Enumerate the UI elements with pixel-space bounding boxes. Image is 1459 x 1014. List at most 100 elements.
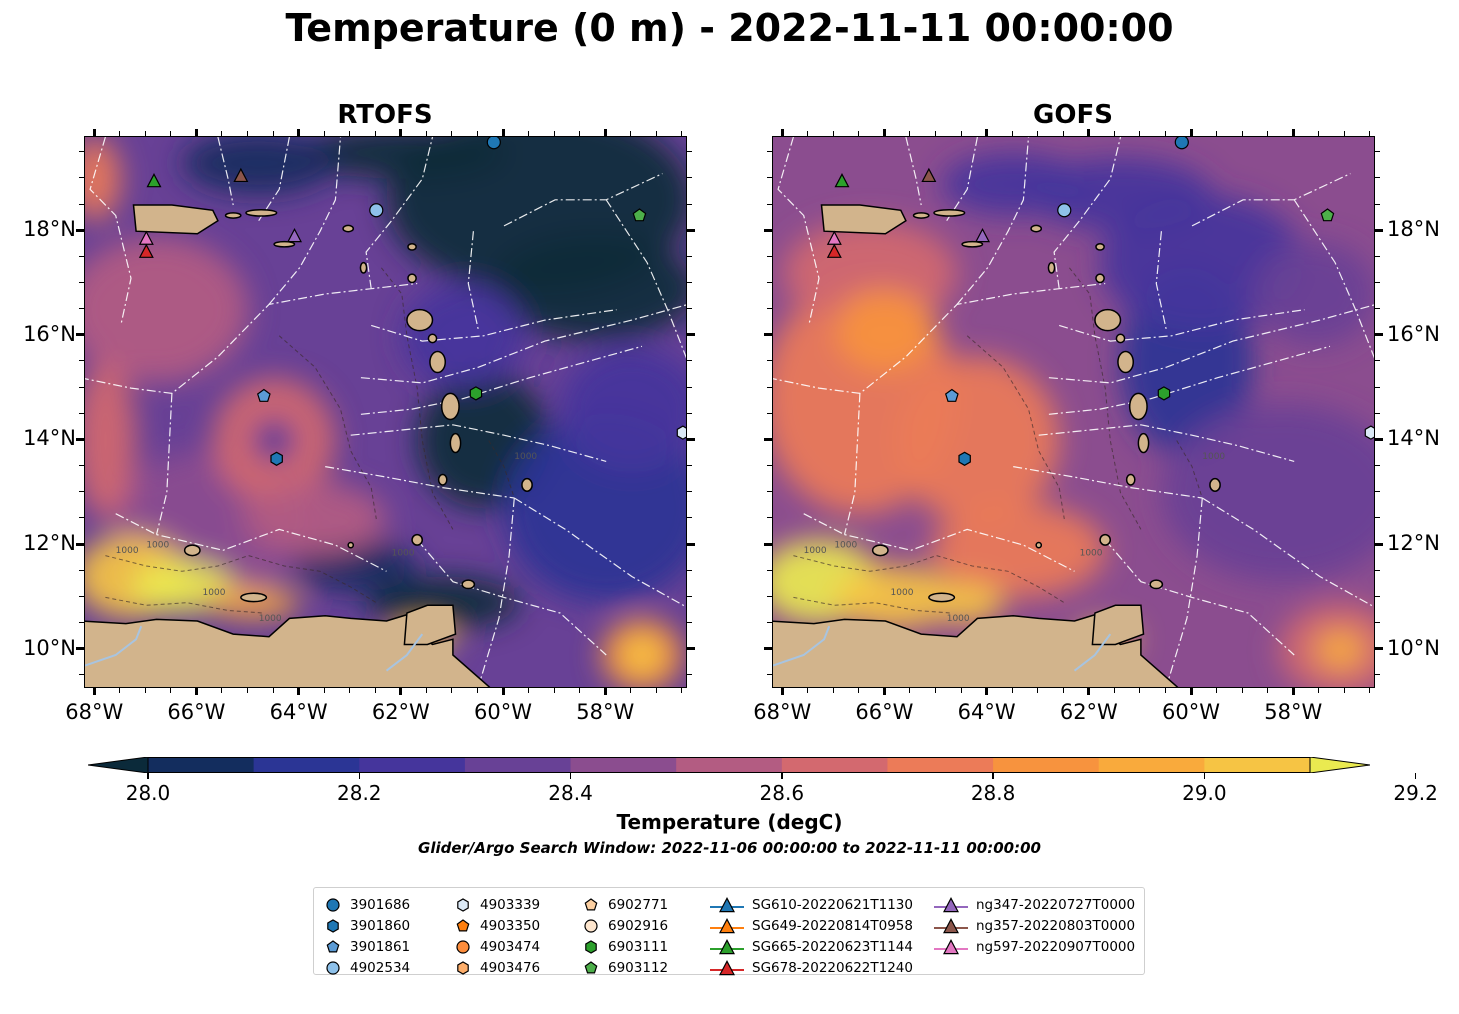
legend-item: 3901861: [324, 936, 410, 957]
colorbar-tick-label: 28.6: [759, 781, 805, 805]
lat-minor-tick: [79, 517, 84, 519]
lat-minor-tick: [79, 177, 84, 179]
lat-minor-tick: [767, 517, 772, 519]
lon-minor-tick: [655, 131, 657, 136]
lon-minor-tick: [144, 688, 146, 693]
legend-item: SG649-20220814T0958: [710, 915, 913, 936]
colorbar-tick-mark: [781, 773, 783, 779]
lat-tick-mark: [764, 647, 772, 651]
legend-item: SG610-20220621T1130: [710, 894, 913, 915]
lon-minor-tick: [630, 131, 632, 136]
lat-minor-tick: [1375, 465, 1380, 467]
lon-minor-tick: [655, 688, 657, 693]
lon-tick-mark: [985, 129, 989, 137]
lat-minor-tick: [1375, 255, 1380, 257]
colorbar-tick-label: 28.4: [548, 781, 593, 805]
lat-minor-tick: [767, 674, 772, 676]
lon-tick-mark: [92, 687, 96, 695]
colorbar-segment: [781, 757, 888, 773]
lat-minor-tick: [1375, 412, 1380, 414]
contour-label: 1000: [392, 549, 415, 559]
lat-tick-mark: [1375, 647, 1383, 651]
lat-minor-tick: [687, 491, 692, 493]
bathymetry-contours: [105, 267, 515, 614]
lat-tick-label: 16°N: [23, 321, 76, 346]
lat-minor-tick: [687, 177, 692, 179]
colorbar-extend-low: [88, 757, 149, 773]
lon-tick-mark: [1087, 129, 1091, 137]
panel-title-gofs: GOFS: [1033, 100, 1113, 130]
lon-minor-tick: [1343, 131, 1345, 136]
contour-label: 1000: [804, 546, 827, 556]
lon-minor-tick: [935, 131, 937, 136]
lat-minor-tick: [1375, 674, 1380, 676]
lon-tick-label: 58°W: [576, 700, 635, 724]
lat-minor-tick: [767, 151, 772, 153]
lon-tick-mark: [780, 687, 784, 695]
obs-marker-3901860: [270, 451, 283, 466]
lat-minor-tick: [79, 674, 84, 676]
bathymetry-contours: [793, 267, 1203, 614]
lon-minor-tick: [832, 131, 834, 136]
lat-minor-tick: [79, 255, 84, 257]
lon-minor-tick: [1267, 688, 1269, 693]
lat-tick-mark: [764, 333, 772, 337]
colorbar-tick-mark: [1414, 773, 1417, 779]
legend-marker-icon: [327, 918, 339, 933]
lon-minor-tick: [1318, 688, 1320, 693]
lon-minor-tick: [807, 131, 809, 136]
lon-minor-tick: [681, 688, 683, 693]
legend-marker-icon: [456, 918, 470, 931]
lat-minor-tick: [687, 255, 692, 257]
legend: 3901686 3901860 3901861 4902534 4903339 49033…: [313, 887, 1145, 978]
lat-minor-tick: [767, 622, 772, 624]
colorbar-segment: [993, 757, 1100, 773]
lat-minor-tick: [767, 308, 772, 310]
lon-minor-tick: [119, 688, 121, 693]
legend-marker-icon: [584, 918, 598, 933]
lat-tick-mark: [1375, 437, 1383, 441]
colorbar-extend-high: [1309, 757, 1370, 773]
colorbar-tick-mark: [992, 773, 994, 779]
legend-marker-icon: [585, 939, 597, 954]
lat-minor-tick: [79, 622, 84, 624]
lon-tick-label: 66°W: [855, 700, 914, 724]
legend-label: ng357-20220803T0000: [976, 917, 1136, 934]
lat-tick-label: 10°N: [1387, 635, 1440, 660]
lon-tick-mark: [603, 129, 607, 137]
lon-minor-tick: [221, 688, 223, 693]
lon-minor-tick: [170, 131, 172, 136]
lon-minor-tick: [1369, 688, 1371, 693]
obs-marker-3901861: [944, 388, 959, 402]
lat-tick-mark: [1375, 333, 1383, 337]
lon-minor-tick: [221, 131, 223, 136]
lon-tick-label: 62°W: [371, 700, 430, 724]
lon-minor-tick: [1216, 131, 1218, 136]
lon-minor-tick: [1318, 131, 1320, 136]
lon-tick-mark: [1189, 129, 1193, 137]
colorbar-tick-label: 28.8: [970, 781, 1016, 805]
lon-tick-mark: [501, 129, 505, 137]
legend-item: 6903111: [582, 936, 668, 957]
lat-tick-label: 16°N: [1387, 321, 1440, 346]
lat-tick-label: 12°N: [23, 531, 76, 556]
legend-label: 3901861: [350, 938, 411, 955]
lat-minor-tick: [687, 622, 692, 624]
legend-label: 3901686: [350, 896, 411, 913]
lat-minor-tick: [79, 569, 84, 571]
legend-column: SG610-20220621T1130 SG649-20220814T0958 SG…: [710, 894, 913, 978]
lon-tick-mark: [1189, 687, 1193, 695]
legend-label: 6902916: [608, 917, 669, 934]
lon-minor-tick: [553, 131, 555, 136]
legend-column: 6902771 6902916 6903111 6903112: [582, 894, 668, 978]
legend-item: ng357-20220803T0000: [934, 915, 1135, 936]
lon-minor-tick: [528, 131, 530, 136]
colorbar-tick-label: 28.2: [337, 781, 382, 805]
lat-minor-tick: [79, 386, 84, 388]
lon-minor-tick: [1369, 131, 1371, 136]
legend-item: SG665-20220623T1144: [710, 936, 913, 957]
lat-minor-tick: [687, 282, 692, 283]
lat-minor-tick: [687, 569, 692, 571]
lon-minor-tick: [630, 688, 632, 693]
legend-label: 4903474: [480, 938, 541, 955]
